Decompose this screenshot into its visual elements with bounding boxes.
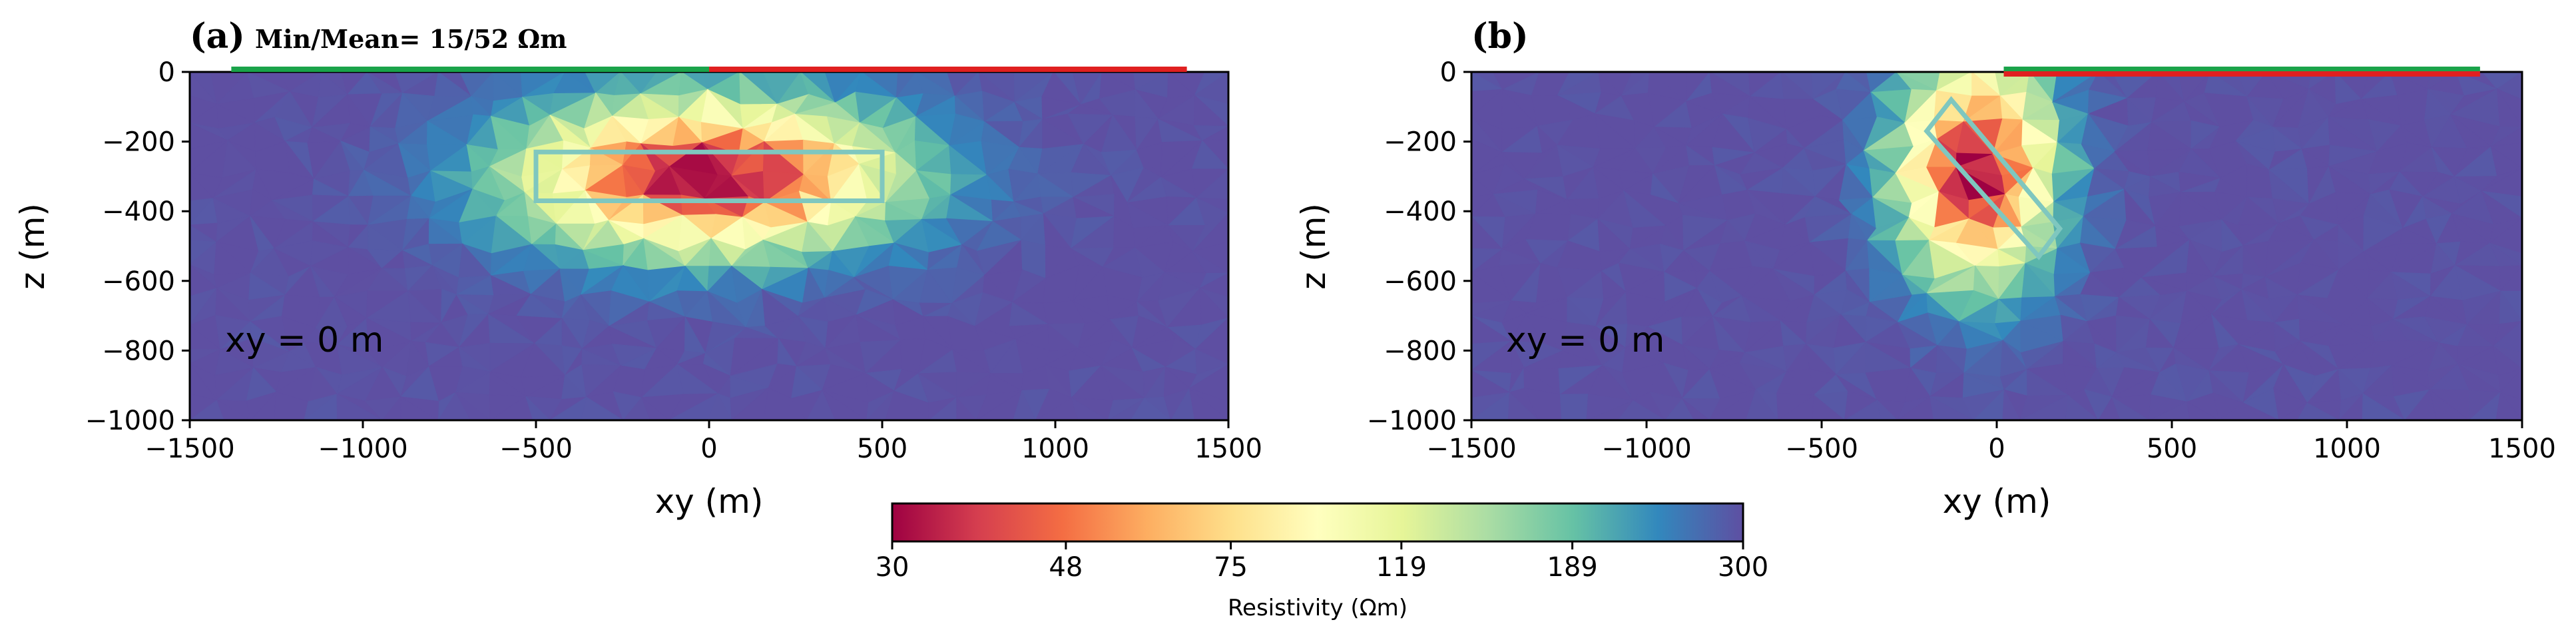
- mesh-cell: [400, 396, 439, 420]
- mesh-cell: [2495, 391, 2522, 420]
- panel-b-y-axis-label: z (m): [1294, 203, 1333, 290]
- colorbar: 30 48 75 119 189 300 Resistivity (Ωm): [876, 502, 1768, 621]
- mesh-cell: [1745, 388, 1779, 420]
- colorbar-tick-label: 75: [1214, 552, 1248, 583]
- mesh-cell: [822, 389, 868, 420]
- colorbar-tick-label: 48: [1049, 552, 1083, 583]
- x-tick-label: −500: [1785, 434, 1858, 464]
- y-tick-label: −1000: [85, 406, 175, 436]
- mesh-cell: [2002, 388, 2021, 420]
- y-tick-label: −400: [102, 196, 175, 227]
- mesh-cell: [1130, 398, 1172, 420]
- panel-a-min-mean-annotation: Min/Mean= 15/52 Ωm: [255, 24, 567, 54]
- mesh-cell: [641, 396, 670, 420]
- panel-a: −1500 −1000 −500 0 500 1000 15000−200−400−600−…: [13, 16, 1262, 521]
- mesh-cell: [1617, 400, 1666, 420]
- mesh-cell: [2296, 402, 2340, 420]
- mesh-cell: [525, 396, 551, 420]
- mesh-cell: [581, 396, 624, 420]
- mesh-cell: [885, 390, 930, 420]
- x-tick-label: −1000: [318, 434, 407, 464]
- panel-a-label: (a): [190, 16, 245, 57]
- x-tick-label: −1500: [1426, 434, 1516, 464]
- y-tick-label: −400: [1384, 196, 1457, 227]
- panel-b-slice-annotation: xy = 0 m: [1506, 320, 1665, 360]
- mesh-cell: [1559, 394, 1587, 420]
- x-tick-label: −1500: [144, 434, 234, 464]
- panel-a-overlay: [231, 67, 1187, 203]
- y-tick-label: −200: [1384, 127, 1457, 158]
- y-tick-label: −1000: [1367, 406, 1457, 436]
- x-tick-label: 0: [700, 434, 717, 464]
- mesh-cell: [1682, 398, 1710, 420]
- mesh-cell: [1930, 396, 1974, 420]
- x-tick-label: 1500: [2488, 434, 2556, 464]
- colorbar-tick-label: 189: [1547, 552, 1597, 583]
- panel-b-label: (b): [1471, 16, 1529, 57]
- mesh-cell: [2429, 388, 2470, 420]
- mesh-cell: [1013, 390, 1037, 420]
- y-tick-label: −800: [1384, 336, 1457, 366]
- mesh-cell: [216, 399, 252, 420]
- panel-b-x-axis-label: xy (m): [1943, 482, 2051, 521]
- x-tick-label: −500: [499, 434, 573, 464]
- x-tick-label: 1000: [1021, 434, 1089, 464]
- colorbar-gradient: [891, 502, 1744, 543]
- mesh-cell: [1876, 399, 1898, 420]
- mesh-cell: [274, 391, 305, 420]
- colorbar-tick-label: 119: [1376, 552, 1427, 583]
- mesh-cell: [2362, 393, 2406, 420]
- x-tick-label: 0: [1988, 434, 2005, 464]
- y-tick-label: −600: [102, 266, 175, 297]
- x-tick-label: −1000: [1601, 434, 1691, 464]
- panel-b-overlay: [1924, 67, 2480, 260]
- mesh-cell: [455, 392, 491, 420]
- mesh-cell: [2187, 401, 2220, 420]
- y-tick-label: −600: [1384, 266, 1457, 297]
- y-tick-label: −800: [102, 336, 175, 366]
- panel-a-y-axis-label: z (m): [13, 203, 52, 290]
- y-tick-label: −200: [102, 127, 175, 158]
- y-tick-label: 0: [158, 57, 175, 88]
- mesh-cell: [2111, 396, 2150, 420]
- x-tick-label: 1000: [2313, 434, 2381, 464]
- mesh-cell: [1812, 394, 1846, 420]
- mesh-cell: [2065, 394, 2099, 420]
- colorbar-tick-label: 30: [876, 552, 909, 583]
- true-body-outline: [1924, 96, 2063, 260]
- mesh-cell: [763, 387, 808, 420]
- mesh-cell: [707, 392, 732, 420]
- x-tick-label: 1500: [1194, 434, 1262, 464]
- panel-b: −1500 −1000 −500 0 500 1000 15000−200−400−600−…: [1294, 16, 2556, 521]
- panel-a-resistivity-mesh: [190, 72, 1228, 420]
- true-body-outline: [533, 149, 885, 203]
- mesh-cell: [336, 393, 384, 420]
- mesh-cell: [956, 396, 977, 420]
- colorbar-tick-label: 300: [1718, 552, 1768, 583]
- mesh-cell: [1071, 397, 1109, 420]
- mesh-cell: [1188, 388, 1228, 420]
- y-tick-label: 0: [1440, 57, 1457, 88]
- colorbar-label: Resistivity (Ωm): [1228, 595, 1408, 621]
- panel-b-resistivity-mesh: [1471, 72, 2522, 420]
- x-tick-label: 500: [857, 434, 907, 464]
- mesh-cell: [2242, 402, 2280, 420]
- panel-a-slice-annotation: xy = 0 m: [225, 320, 384, 360]
- colorbar-ticks: 30 48 75 119 189 300: [876, 541, 1768, 583]
- x-tick-label: 500: [2147, 434, 2197, 464]
- panel-a-axes: −1500 −1000 −500 0 500 1000 15000−200−400−600−…: [85, 57, 1262, 464]
- panel-b-axes: −1500 −1000 −500 0 500 1000 15000−200−400−600−…: [1367, 57, 2556, 464]
- panel-a-x-axis-label: xy (m): [655, 482, 764, 521]
- mesh-cell: [1507, 392, 1539, 420]
